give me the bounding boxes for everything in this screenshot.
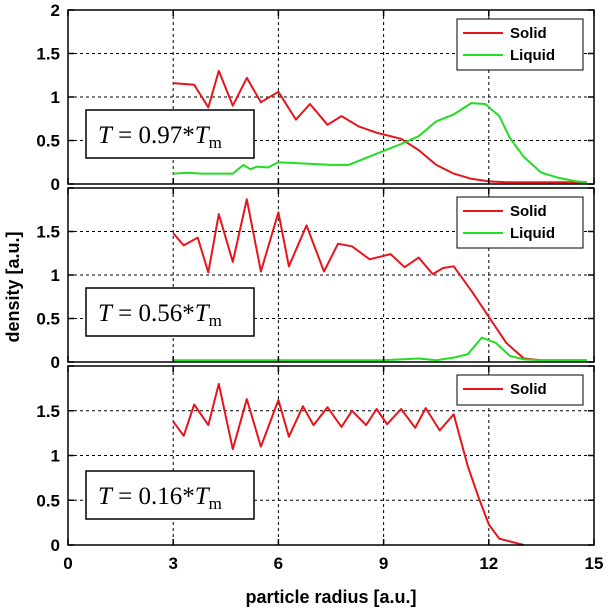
annotation-box <box>85 287 255 337</box>
series-line-solid <box>173 69 587 184</box>
panel-3: 0 0.5 1 1.5 Solid T = 0.16*Tm <box>36 365 595 555</box>
annotation-text: T = 0.97*Tm <box>98 122 222 152</box>
y-tick-label: 1.5 <box>36 45 60 64</box>
x-axis: 0 3 6 9 12 15 <box>63 554 603 573</box>
y-tick-label: 1.5 <box>36 223 60 242</box>
y-tick-label: 0 <box>51 175 60 194</box>
temperature-annotation: T = 0.16*Tm <box>85 470 255 520</box>
panels-layer: 0 0.5 1 1.5 2 Solid Liquid T = 0.97*Tm 0 0.5 1 1.5 S… <box>36 1 595 555</box>
annotation-box <box>85 109 255 159</box>
y-tick-label: 0.5 <box>36 491 60 510</box>
legend-label-liquid: Liquid <box>510 47 555 64</box>
temperature-annotation: T = 0.97*Tm <box>85 109 255 159</box>
series-line-liquid <box>173 336 587 362</box>
legend-label-solid: Solid <box>510 203 547 220</box>
x-tick-label: 12 <box>479 554 498 573</box>
x-tick-label: 3 <box>168 554 177 573</box>
y-tick-label: 0.5 <box>36 132 60 151</box>
series-line-liquid <box>173 102 588 184</box>
x-tick-label: 15 <box>585 554 604 573</box>
legend-label-liquid: Liquid <box>510 225 555 242</box>
panel-1: 0 0.5 1 1.5 2 Solid Liquid T = 0.97*Tm <box>36 1 595 194</box>
annotation-text: T = 0.16*Tm <box>98 483 222 513</box>
x-tick-label: 6 <box>274 554 283 573</box>
annotation-text: T = 0.56*Tm <box>98 300 222 330</box>
series-line-solid <box>172 382 525 546</box>
y-axis-label: density [a.u.] <box>3 231 23 342</box>
x-tick-label: 0 <box>63 554 72 573</box>
legend-box <box>456 196 584 249</box>
y-tick-label: 2 <box>51 1 60 20</box>
y-tick-label: 1.5 <box>36 402 60 421</box>
y-tick-label: 0 <box>51 536 60 555</box>
legend: Solid Liquid <box>456 18 584 71</box>
gridlines <box>68 366 594 545</box>
y-tick-label: 1 <box>51 447 60 466</box>
legend-label-solid: Solid <box>510 25 547 42</box>
x-axis-label: particle radius [a.u.] <box>245 587 416 607</box>
legend: Solid Liquid <box>456 196 584 249</box>
annotation-box <box>85 470 255 520</box>
temperature-annotation: T = 0.56*Tm <box>85 287 255 337</box>
y-tick-label: 0 <box>51 353 60 372</box>
panel-2: 0 0.5 1 1.5 Solid Liquid T = 0.56*Tm <box>36 187 595 372</box>
y-tick-label: 1 <box>51 88 60 107</box>
y-tick-label: 1 <box>51 266 60 285</box>
legend-label-solid: Solid <box>510 381 547 398</box>
y-tick-label: 0.5 <box>36 310 60 329</box>
x-tick-label: 9 <box>379 554 388 573</box>
legend-box <box>456 18 584 71</box>
series-line-solid <box>172 198 587 362</box>
legend: Solid <box>456 374 584 406</box>
